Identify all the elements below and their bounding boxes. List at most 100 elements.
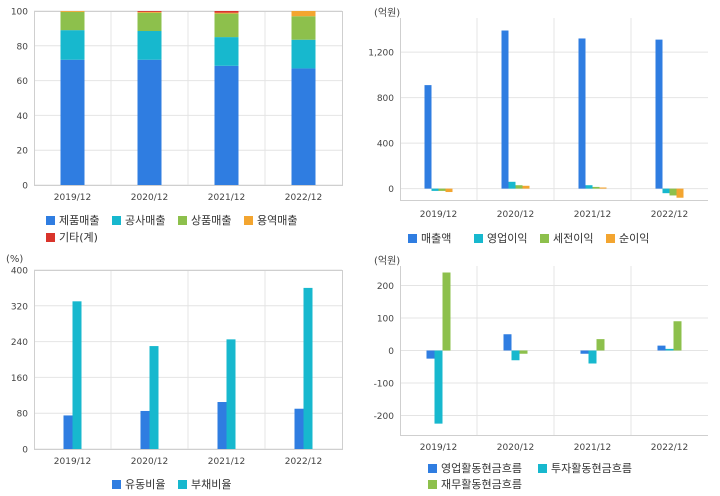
legend-swatch [606, 233, 615, 243]
y-tick-label: 40 [17, 112, 29, 122]
bar [596, 339, 605, 351]
bar [294, 408, 304, 449]
legend-label: 용역매출 [257, 214, 298, 227]
bar [669, 188, 677, 196]
legend-label: 유동비율 [125, 478, 166, 491]
bar [140, 410, 150, 449]
legend-label: 영업이익 [487, 232, 528, 245]
legend-item-current-ratio[interactable]: 유동비율 [112, 476, 165, 492]
legend-item-merchandise-sales[interactable]: 상품매출 [178, 212, 231, 228]
bar [60, 59, 85, 185]
plot-frame [34, 11, 343, 186]
legend-item-operating-income[interactable]: 영업이익 [474, 230, 527, 246]
bar [508, 181, 516, 189]
bar [60, 11, 85, 12]
ratio-legend: 유동비율 부채비율 [0, 248, 360, 496]
legend-item-debt-ratio[interactable]: 부채비율 [178, 476, 231, 492]
legend-item-product-sales[interactable]: 제품매출 [46, 212, 99, 228]
cashflow-chart-panel: (억원) -200 -100 0 100 200 2019/12 2020/12 2021/1… [360, 248, 720, 496]
y-tick-label: 400 [377, 140, 394, 150]
bar [137, 11, 162, 13]
x-tick-label: 2022/12 [651, 443, 688, 453]
bar [657, 345, 666, 351]
legend-item-pretax-income[interactable]: 세전이익 [540, 230, 593, 246]
bar [214, 37, 239, 66]
y-tick-label: 0 [388, 185, 394, 195]
legend-item-operating-cashflow[interactable]: 영업활동현금흐름 [428, 460, 522, 476]
x-tick-label: 2021/12 [208, 193, 245, 203]
legend-item-investing-cashflow[interactable]: 투자활동현금흐름 [538, 460, 632, 476]
bar [503, 334, 512, 351]
bar [214, 13, 239, 38]
bar [137, 31, 162, 60]
income-unit-label: (억원) [374, 8, 401, 19]
bar [662, 188, 670, 194]
bar [655, 39, 663, 189]
legend-label: 부채비율 [191, 478, 232, 491]
y-tick-label: 0 [22, 182, 28, 192]
y-tick-label: 80 [17, 42, 29, 52]
bar [72, 301, 82, 449]
legend-label: 세전이익 [553, 232, 594, 245]
legend-item-financing-cashflow[interactable]: 재무활동현금흐름 [428, 476, 522, 492]
legend-swatch [112, 479, 121, 489]
bar [501, 30, 509, 189]
legend-swatch [540, 233, 549, 243]
legend-item-revenue[interactable]: 매출액 [408, 230, 451, 246]
bar [137, 12, 162, 32]
bar [580, 350, 589, 354]
ratio-unit-label: (%) [6, 254, 24, 265]
y-tick-label: 0 [22, 446, 28, 456]
legend-swatch [46, 232, 55, 242]
y-tick-label: 60 [17, 77, 29, 87]
legend-swatch [178, 215, 187, 225]
legend-swatch [428, 479, 437, 489]
sales-mix-chart-panel: 0 20 40 60 80 100 2019/12 2020/12 2021/12 2022/12… [0, 0, 360, 248]
bar [522, 185, 530, 189]
x-tick-label: 2020/12 [131, 193, 168, 203]
y-tick-label: 20 [17, 147, 29, 157]
cashflow-chart: -200 -100 0 100 200 2019/12 2020/12 2021/12 2022… [374, 266, 708, 453]
y-tick-label: 200 [377, 282, 394, 292]
x-tick-label: 2021/12 [208, 457, 245, 467]
plot-frame [34, 270, 343, 450]
y-tick-label: 0 [388, 347, 394, 357]
bar [438, 188, 446, 191]
legend-item-construction-sales[interactable]: 공사매출 [112, 212, 165, 228]
bar [291, 39, 316, 69]
legend-label: 영업활동현금흐름 [441, 462, 522, 475]
income-chart-panel: (억원) 0 400 800 1,200 2019/12 2020/12 2021/12 20… [360, 0, 720, 248]
legend-swatch [244, 215, 253, 225]
bar [60, 30, 85, 60]
bar [137, 11, 162, 12]
legend-swatch [46, 215, 55, 225]
bar [519, 350, 528, 354]
legend-item-other[interactable]: 기타(계) [46, 229, 98, 245]
bar [442, 272, 451, 351]
x-tick-label: 2021/12 [574, 443, 611, 453]
bar [291, 68, 316, 185]
ratio-chart-panel: (%) 0 80 160 240 320 400 2019/12 2020/12 2021/12… [0, 248, 360, 496]
legend-label: 매출액 [421, 232, 452, 245]
bar [137, 59, 162, 185]
bar [592, 186, 600, 189]
legend-swatch [474, 233, 483, 243]
bar [578, 38, 586, 189]
legend-swatch [112, 215, 121, 225]
legend-item-service-sales[interactable]: 용역매출 [244, 212, 297, 228]
legend-swatch [538, 463, 547, 473]
cashflow-unit-label: (억원) [374, 256, 401, 267]
x-tick-label: 2020/12 [131, 457, 168, 467]
x-tick-label: 2022/12 [285, 193, 322, 203]
legend-label: 기타(계) [59, 231, 98, 244]
legend-label: 순이익 [619, 232, 650, 245]
income-legend: 매출액 영업이익 세전이익 순이익 [360, 0, 720, 248]
legend-item-net-income[interactable]: 순이익 [606, 230, 649, 246]
ratio-chart: 0 80 160 240 320 400 2019/12 2020/12 2021/12 2022… [11, 267, 343, 467]
bar [303, 287, 313, 449]
bar [511, 350, 520, 361]
x-tick-label: 2019/12 [54, 457, 91, 467]
bar [214, 12, 239, 14]
y-tick-label: 320 [11, 302, 28, 312]
y-tick-label: 400 [11, 267, 28, 277]
